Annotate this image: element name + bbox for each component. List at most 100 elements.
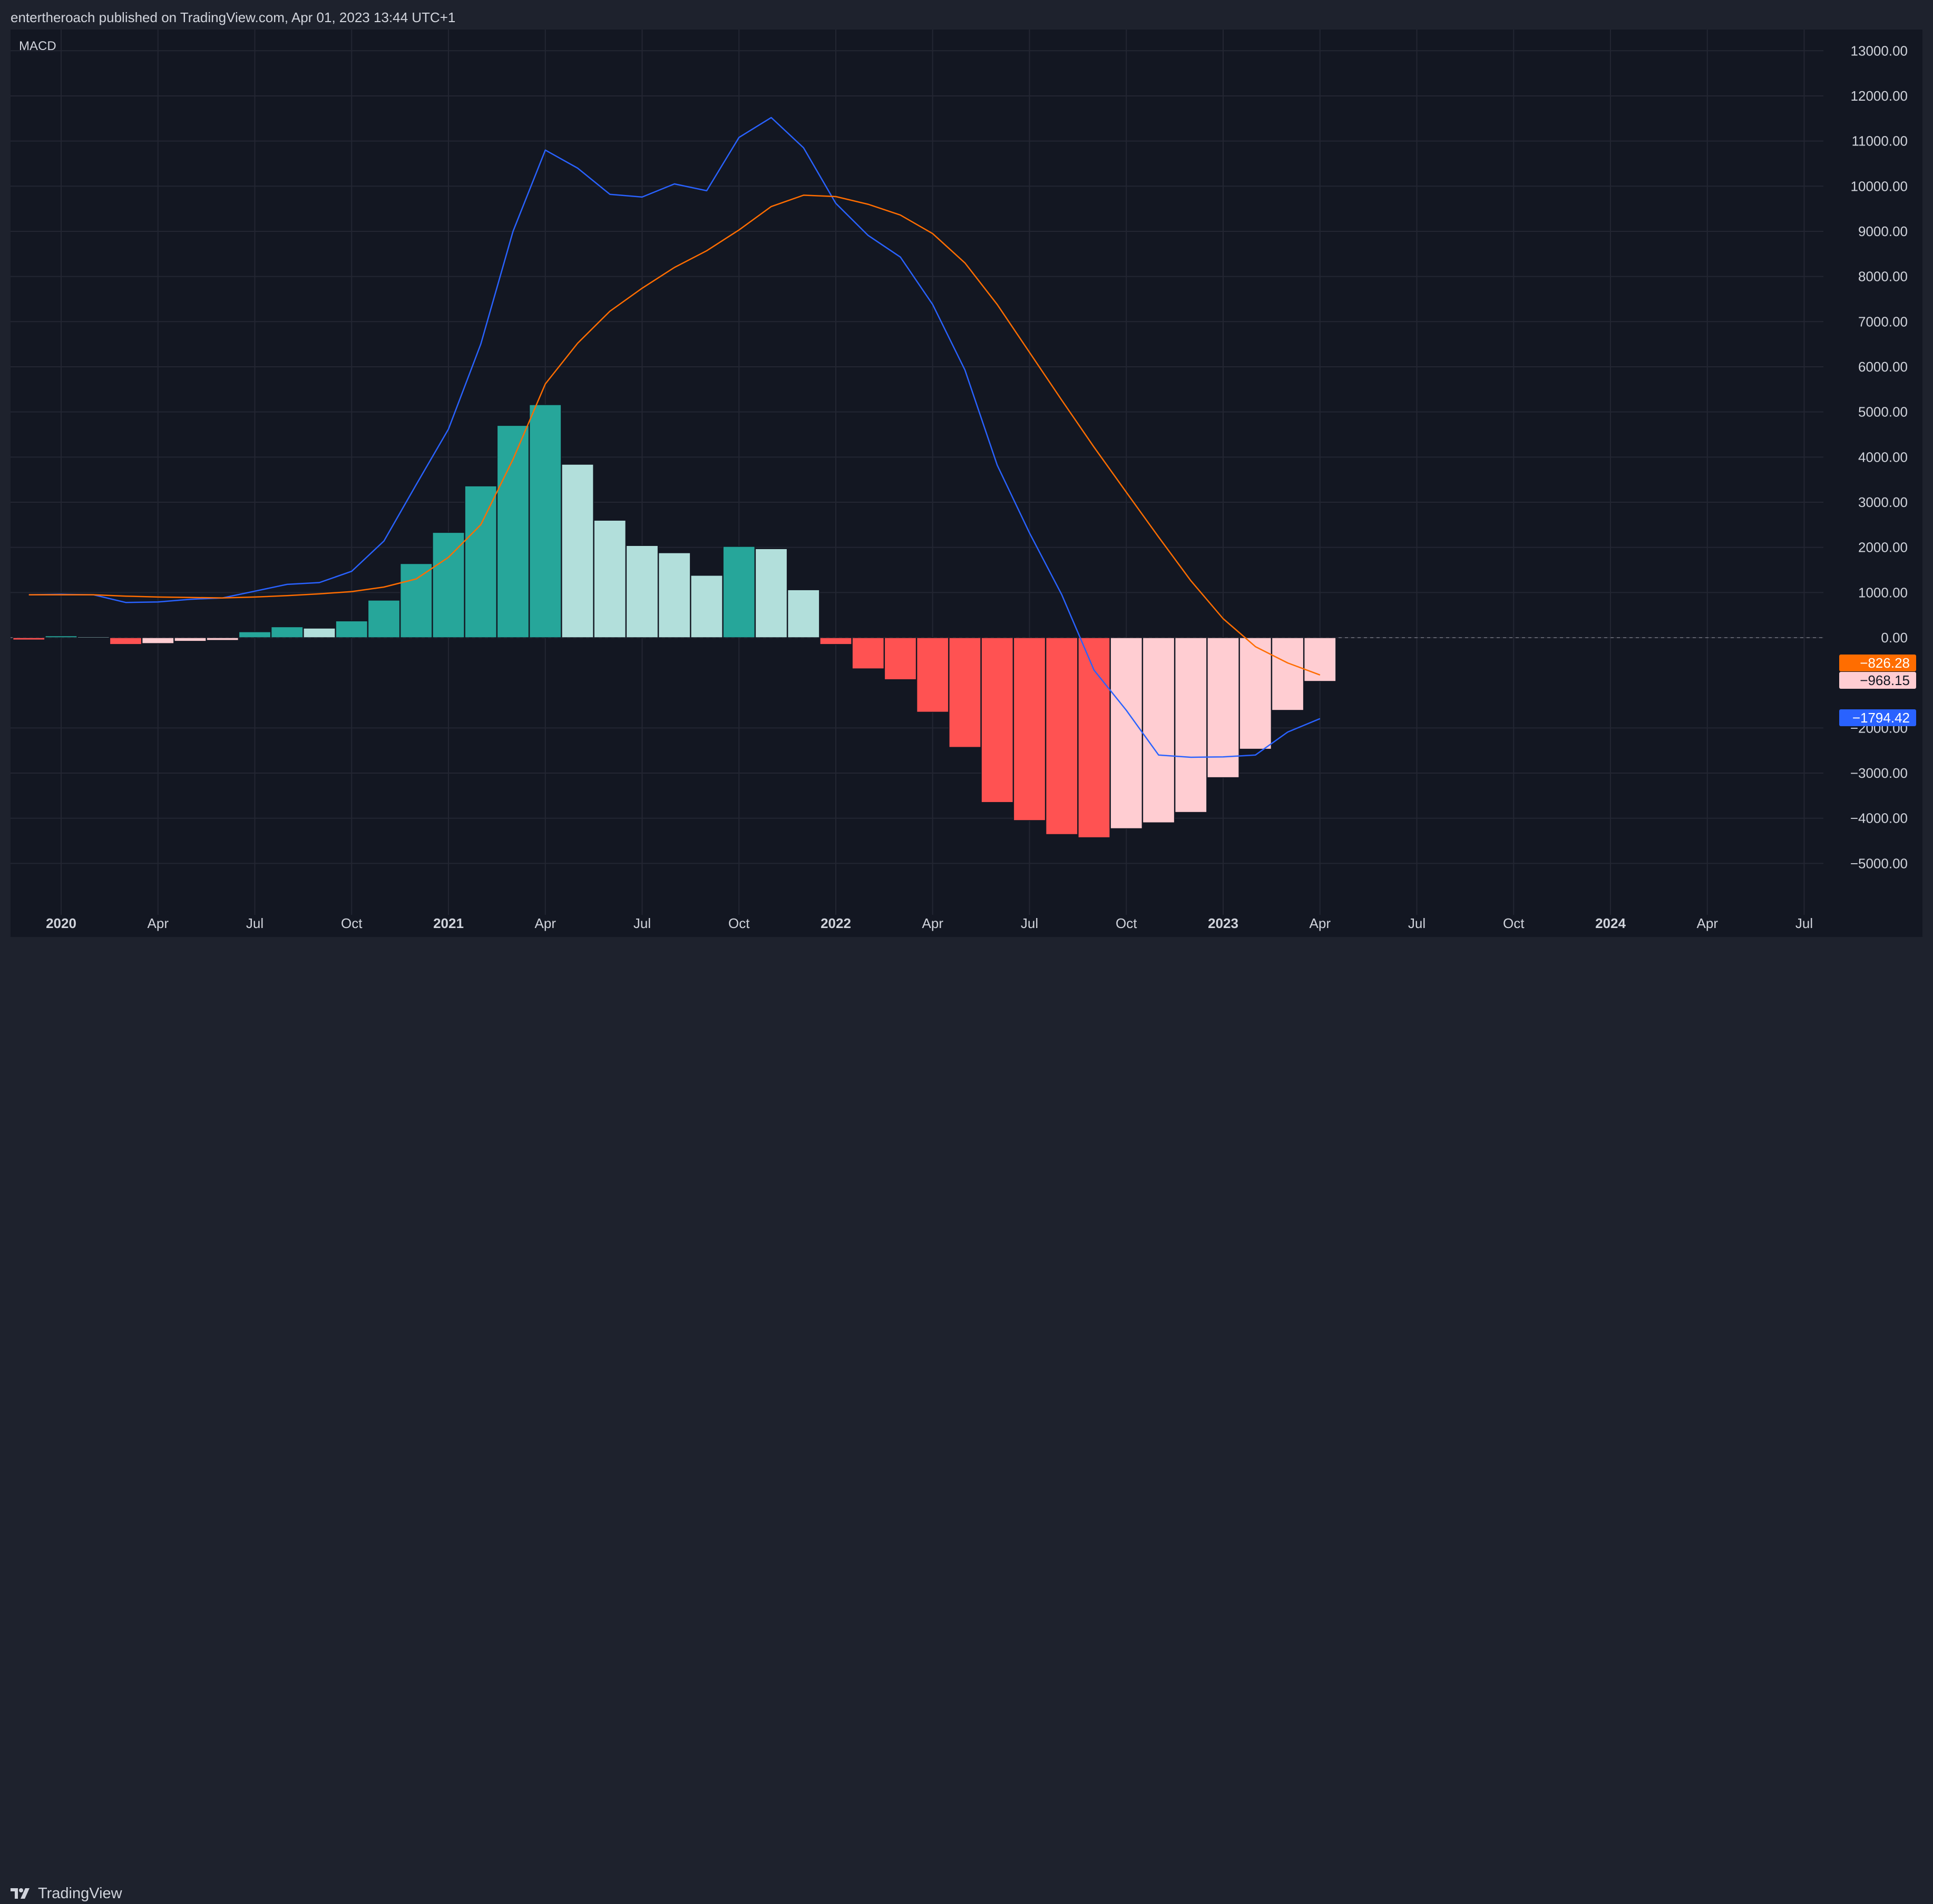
grid-lines [11,30,1823,915]
y-tick-label: 1000.00 [1858,584,1908,600]
last-value-tag: −1794.42 [1839,709,1916,726]
y-tick-label: 4000.00 [1858,449,1908,465]
histogram-bar [206,637,239,641]
y-tick-label: 11000.00 [1851,133,1908,149]
publisher-byline: entertheroach published on TradingView.c… [11,9,456,25]
histogram-bar [1207,637,1239,778]
histogram-bar [529,404,562,638]
histogram-bar [819,637,852,645]
histogram-bar [949,637,981,748]
x-tick-label: 2022 [821,915,851,931]
y-tick-label: 7000.00 [1858,314,1908,329]
histogram-bar [723,546,756,638]
histogram-bar [77,636,110,639]
histogram-bar [1271,637,1304,711]
y-tick-label: 5000.00 [1858,404,1908,420]
price-scale[interactable]: 13000.00 12000.00 11000.00 10000.00 9000.00 8… [1850,43,1908,871]
histogram-bar [432,532,465,638]
histogram-bar [787,589,820,638]
histogram-bar [658,552,691,638]
last-value-tag-bg [1839,672,1916,689]
time-scale[interactable]: 2020 Apr Jul Oct 2021 Apr Jul Oct 2022 Apr Jul Oct 2… [46,915,1813,931]
x-tick-label: Apr [535,915,557,931]
last-value-labels: −826.28−968.15 −1794.42 [1839,655,1916,726]
y-tick-label: 3000.00 [1858,494,1908,510]
histogram-bar [884,637,917,680]
histogram-bar [1013,637,1046,821]
y-tick-label: 6000.00 [1858,359,1908,375]
histogram-bar [755,548,788,638]
x-tick-label: Jul [633,915,651,931]
histogram-bar [270,626,304,638]
x-tick-label: Apr [922,915,944,931]
last-value-tag-bg [1839,709,1916,726]
histogram-bar [45,635,77,638]
histogram-bar [1303,637,1336,682]
x-tick-label: Oct [341,915,363,931]
bottom-bar: TradingView [0,937,1933,1902]
histogram-bar [399,563,433,638]
tradingview-logo-icon [11,1888,30,1899]
histogram-bar [1045,637,1078,835]
histogram-bar [1110,637,1143,829]
histogram-bar [141,637,174,644]
last-value-tag-text: −826.28 [1860,655,1910,671]
y-tick-label: 9000.00 [1858,223,1908,239]
histogram-bar [496,425,530,638]
signal-line [28,194,1321,676]
x-tick-label: Jul [246,915,263,931]
indicator-title[interactable]: MACD [19,39,56,53]
histogram-bar [303,628,336,638]
y-tick-label: −3000.00 [1850,765,1908,781]
histogram-bar [1239,637,1272,750]
histogram-bar [626,545,659,638]
x-tick-label: Oct [1116,915,1137,931]
y-tick-label: 0.00 [1881,630,1908,646]
top-bar: entertheroach published on TradingView.c… [0,0,1933,30]
x-tick-label: Jul [1795,915,1813,931]
histogram-bar [593,520,627,638]
y-tick-label: 2000.00 [1858,540,1908,555]
histogram-bar [335,620,368,638]
histogram-bar [916,637,949,713]
histogram-bar [109,637,142,645]
y-tick-label: −4000.00 [1850,811,1908,826]
brand-name: TradingView [38,1885,122,1902]
last-value-tag-text: −1794.42 [1852,710,1910,726]
x-tick-label: 2020 [46,915,76,931]
x-tick-label: 2023 [1208,915,1238,931]
last-value-tag-bg [1839,655,1916,671]
histogram-bar [12,637,45,641]
histogram-bar [1142,637,1175,823]
last-value-tag-text: −968.15 [1860,672,1910,688]
histogram-bar [981,637,1014,803]
histogram-bar [238,631,271,638]
macd-line [28,116,1321,758]
histogram-bar [1174,637,1207,813]
x-tick-label: Oct [728,915,750,931]
histogram-bar [367,600,401,638]
y-tick-label: 13000.00 [1851,43,1908,58]
x-tick-label: Jul [1408,915,1426,931]
last-value-tag: −826.28 [1839,655,1916,671]
brand[interactable]: TradingView [11,1883,122,1904]
last-value-tag: −968.15 [1839,672,1916,689]
x-tick-label: 2021 [433,915,464,931]
y-tick-label: 10000.00 [1851,178,1908,194]
macd-lines [28,116,1321,758]
x-tick-label: Oct [1503,915,1525,931]
chart-panel[interactable]: 13000.00 12000.00 11000.00 10000.00 9000.00 8… [11,30,1922,937]
x-tick-label: Apr [1310,915,1331,931]
histogram-bar [561,464,594,638]
histogram-bars [12,404,1336,838]
macd-chart[interactable]: 13000.00 12000.00 11000.00 10000.00 9000.00 8… [11,30,1922,937]
histogram-bar [464,485,497,638]
x-tick-label: 2024 [1595,915,1626,931]
x-tick-label: Apr [1697,915,1719,931]
x-tick-label: Apr [148,915,169,931]
x-tick-label: Jul [1021,915,1038,931]
histogram-bar [690,575,723,638]
histogram-bar [174,637,207,642]
histogram-bar [852,637,885,669]
histogram-bar [1078,637,1110,838]
